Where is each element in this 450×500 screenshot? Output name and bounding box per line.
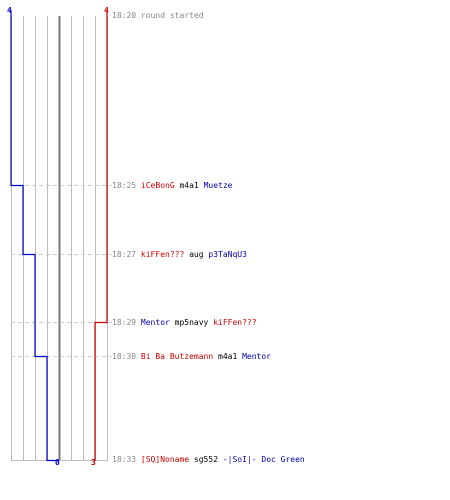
victim-name: Muetze [203,181,233,190]
weapon-name: m4a1 [218,352,238,361]
victim-name: kiFFen??? [213,318,257,327]
kill-event: 18:30 Bi Ba Butzemann m4a1 Mentor [112,352,271,362]
victim-name: p3TaNqU3 [208,250,247,259]
killer-name: [SQ]Noname [140,455,190,464]
weapon-name: mp5navy [174,318,209,327]
event-time: 18:33 [112,455,137,464]
kill-event: 18:25 iCeBonG m4a1 Muetze [112,181,232,191]
killer-name: Bi Ba Butzemann [140,352,214,361]
event-time: 18:29 [112,318,137,327]
weapon-name: aug [189,250,204,259]
kill-event: 18:29 Mentor mp5navy kiFFen??? [112,318,257,328]
event-time: 18:20 [112,11,137,20]
red-team-score-line [94,10,108,461]
killer-name: iCeBonG [140,181,175,190]
event-time: 18:30 [112,352,137,361]
blue-end-score: 0 [55,458,60,467]
killer-name: kiFFen??? [140,250,185,259]
red-end-score: 3 [91,458,96,467]
red-start-score: 4 [104,6,109,15]
event-time: 18:27 [112,250,137,259]
victim-name: -|SoI|- Doc Green [222,455,305,464]
weapon-name: m4a1 [179,181,199,190]
victim-name: Mentor [242,352,271,361]
event-message: round started [140,11,204,20]
blue-start-score: 4 [7,6,12,15]
weapon-name: sg552 [193,455,219,464]
kill-event: 18:33 [SQ]Noname sg552 -|SoI|- Doc Green [112,455,305,465]
kill-event: 18:27 kiFFen??? aug p3TaNqU3 [112,250,247,260]
event-round-start: 18:20 round started [112,11,204,21]
killer-name: Mentor [140,318,170,327]
round-timeline-graph [10,10,112,462]
blue-team-score-line [10,10,59,462]
event-time: 18:25 [112,181,137,190]
